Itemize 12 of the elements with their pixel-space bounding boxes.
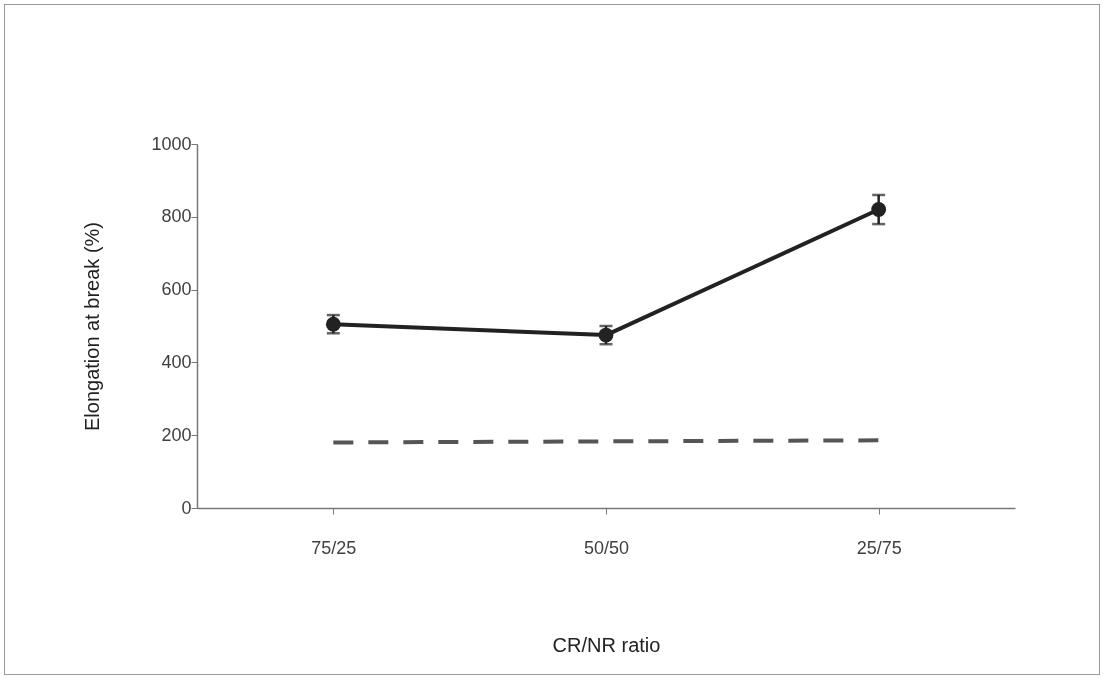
x-tick-label: 75/25 xyxy=(311,537,357,558)
y-tick-label: 400 xyxy=(161,351,192,372)
point xyxy=(871,202,887,217)
x-axis-title: CR/NR ratio xyxy=(552,633,661,656)
y-tick-label: 800 xyxy=(161,206,192,227)
y-axis-title: Elongation at break (%) xyxy=(81,221,104,432)
y-tick-label: 600 xyxy=(161,279,192,300)
x-tick-label: 50/50 xyxy=(583,537,630,558)
y-tick-label: 1000 xyxy=(151,133,192,154)
y-tick-label: 0 xyxy=(181,497,192,518)
y-tick-label: 200 xyxy=(161,424,192,445)
x-tick-label: 25/75 xyxy=(856,537,902,558)
